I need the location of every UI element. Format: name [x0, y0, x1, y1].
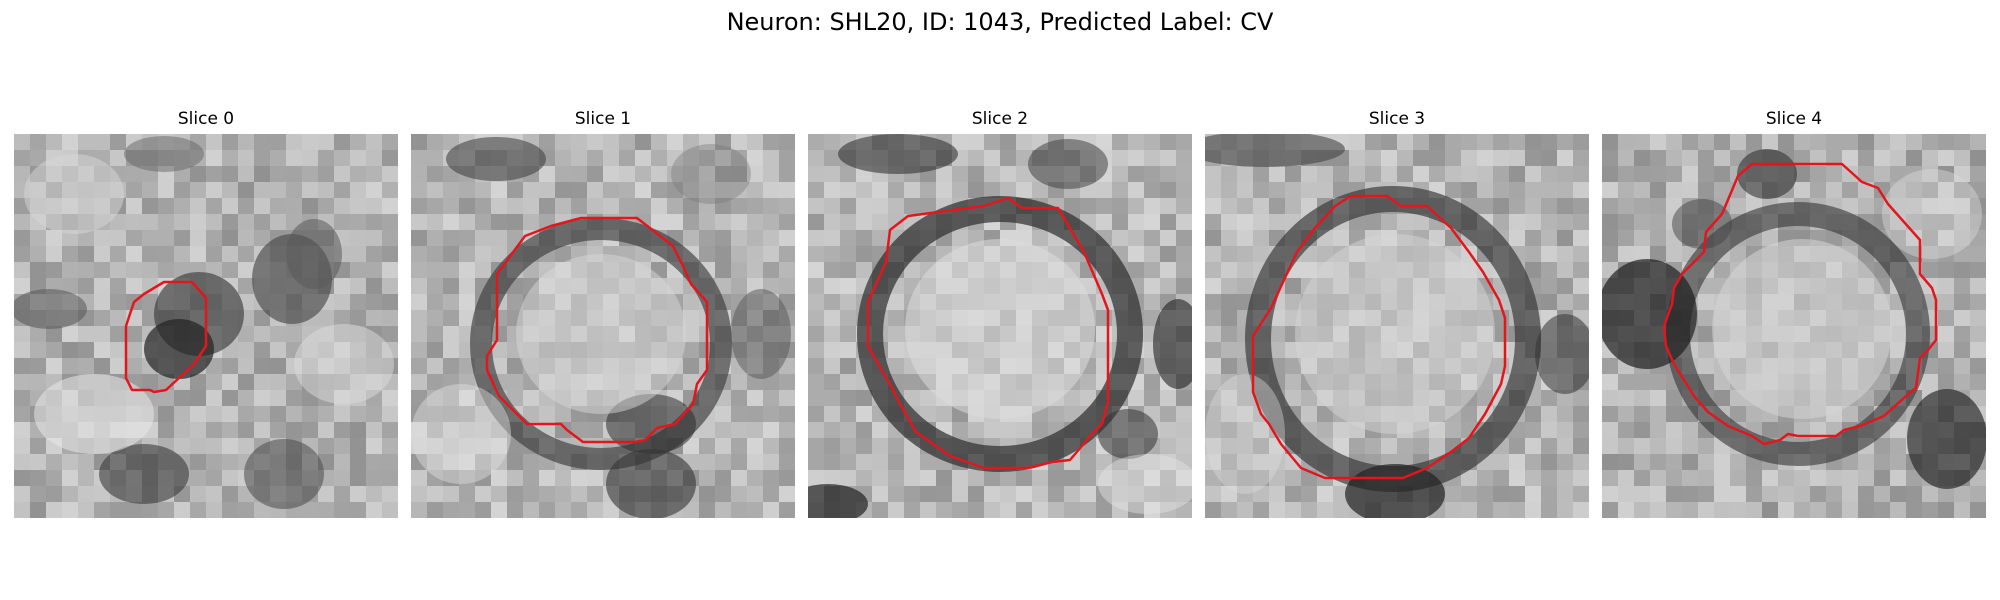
slice-title: Slice 1	[574, 109, 632, 129]
slice-image	[1602, 134, 1986, 518]
dark-blobs	[446, 137, 791, 518]
cell-contour	[1251, 194, 1507, 480]
slice-svg	[14, 134, 398, 518]
slice-svg	[1602, 134, 1986, 518]
slice-svg	[411, 134, 795, 518]
light-patches	[411, 254, 686, 484]
slice-title: Slice 3	[1368, 109, 1426, 129]
light-patches	[905, 239, 1192, 514]
figure-title: Neuron: SHL20, ID: 1043, Predicted Label…	[726, 8, 1274, 36]
light-patches	[24, 154, 394, 454]
cell-contour	[866, 196, 1110, 470]
slice-image	[411, 134, 795, 518]
slice-svg	[808, 134, 1192, 518]
slice-title: Slice 2	[971, 109, 1029, 129]
slice-image	[1205, 134, 1589, 518]
dark-blobs	[808, 134, 1192, 518]
slice-svg	[1205, 134, 1589, 518]
slice-image	[808, 134, 1192, 518]
cell-contour	[485, 216, 709, 444]
dark-blobs	[1602, 149, 1986, 489]
dark-blobs	[14, 136, 342, 509]
slice-title: Slice 0	[177, 109, 235, 129]
slice-image	[14, 134, 398, 518]
light-patches	[1712, 169, 1982, 419]
slice-title: Slice 4	[1765, 109, 1823, 129]
cell-contour	[1662, 162, 1938, 446]
cell-contour	[124, 280, 208, 394]
light-patches	[1205, 234, 1495, 494]
